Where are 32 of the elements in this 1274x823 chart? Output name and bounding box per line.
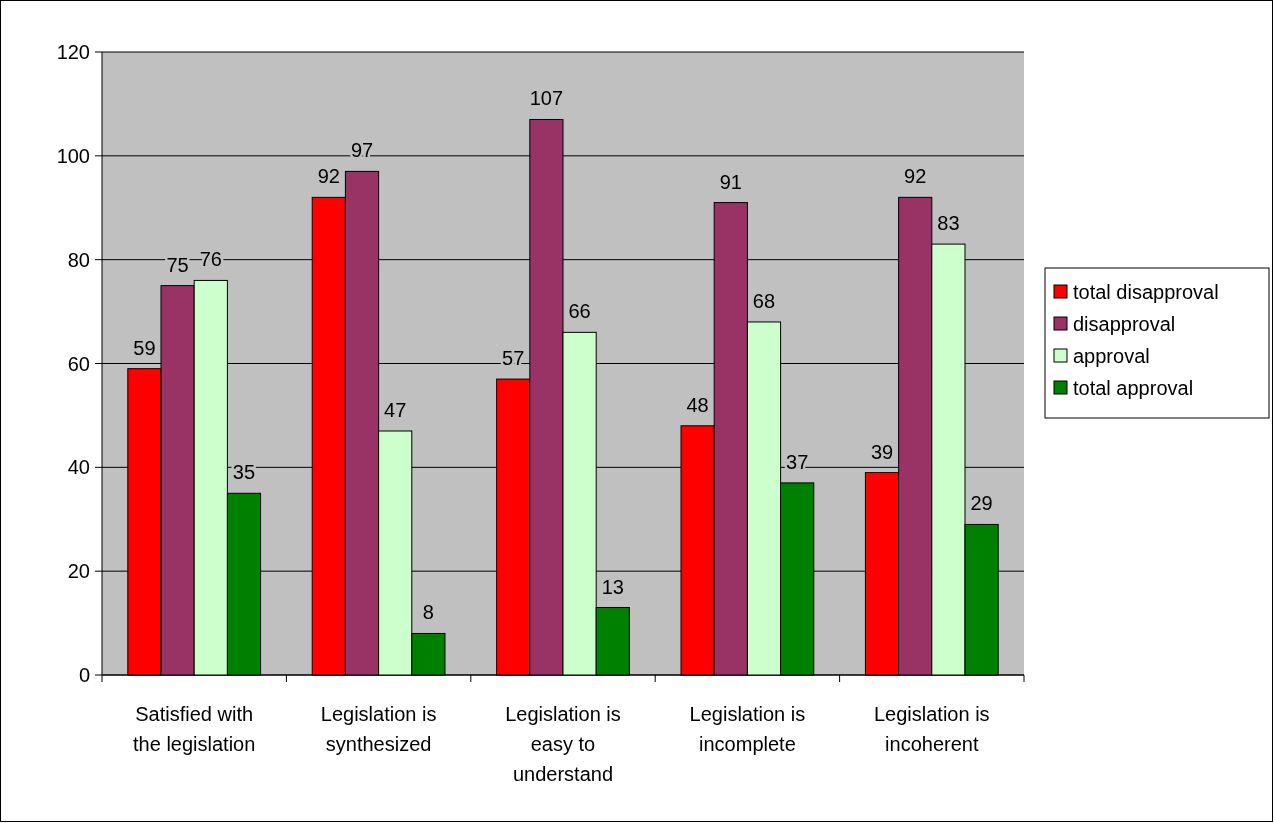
legend-label: disapproval <box>1073 313 1176 335</box>
data-label: 59 <box>133 336 156 359</box>
data-label: 39 <box>870 440 894 463</box>
data-label: 35 <box>232 461 256 484</box>
y-tick-label: 100 <box>56 144 90 167</box>
data-label: 92 <box>904 165 927 188</box>
x-tick-label: Legislation is incomplete <box>689 703 806 755</box>
data-label: 29 <box>970 492 993 515</box>
data-label: 107 <box>529 87 564 110</box>
data-label: 83 <box>937 212 960 235</box>
x-tick-label: Legislation is easy to understand <box>505 703 621 785</box>
x-tick-label: Legislation is incoherent <box>873 703 990 755</box>
data-label: 91 <box>719 170 742 193</box>
y-tick-label: 20 <box>67 560 90 583</box>
x-tick-label: Legislation is synthesized <box>320 703 437 755</box>
legend-label: total approval <box>1073 377 1194 399</box>
data-label: 92 <box>317 165 340 188</box>
data-label: 66 <box>568 300 591 323</box>
data-label: 75 <box>166 253 189 276</box>
data-label: 48 <box>686 393 709 416</box>
legend-label: total disapproval <box>1073 281 1219 303</box>
y-tick-label: 60 <box>67 352 90 375</box>
data-label: 8 <box>422 601 434 624</box>
y-tick-label: 40 <box>67 456 90 479</box>
data-label: 47 <box>384 398 407 421</box>
data-label: 13 <box>601 575 624 598</box>
data-label: 68 <box>752 289 776 312</box>
y-tick-label: 0 <box>78 664 90 686</box>
legend-label: approval <box>1073 345 1150 367</box>
y-tick-label: 80 <box>67 248 90 271</box>
y-tick-label: 120 <box>56 41 90 63</box>
x-tick-label: Satisfied with the legislation <box>133 703 256 755</box>
